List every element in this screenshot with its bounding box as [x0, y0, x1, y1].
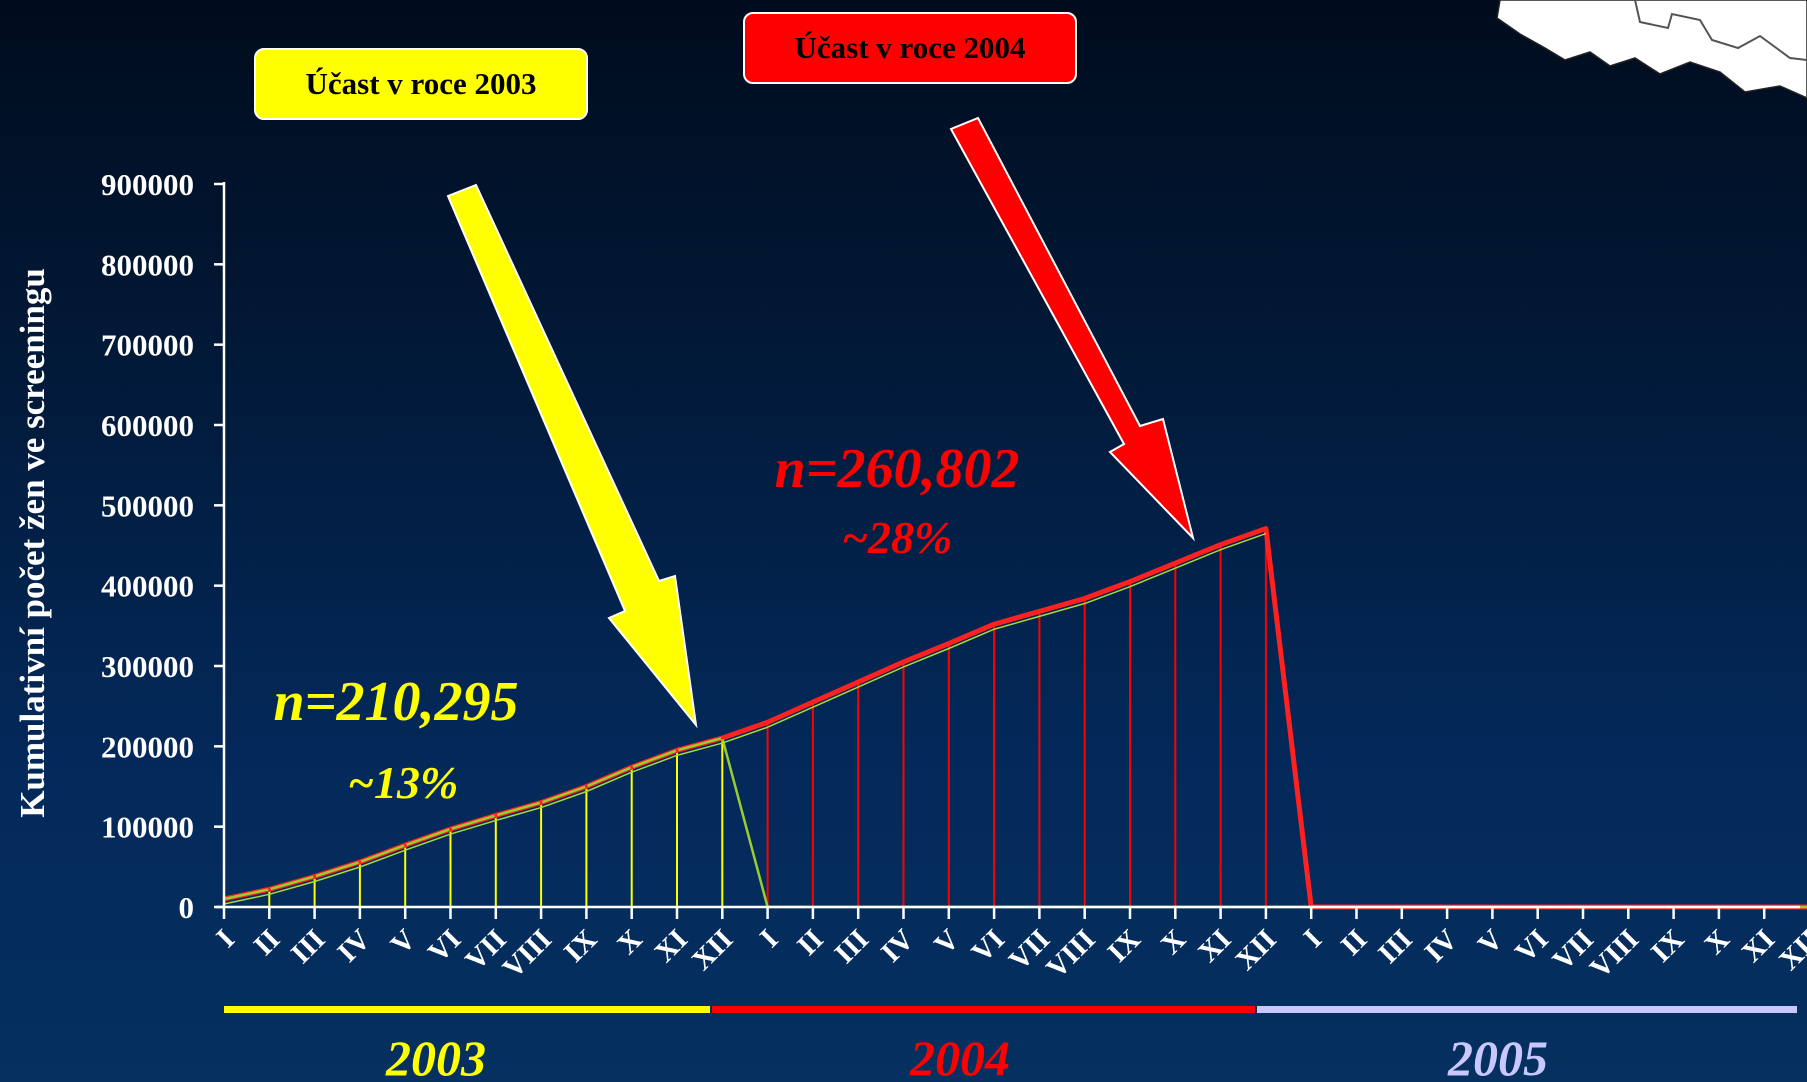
x-tick-label-32: IX	[1645, 923, 1690, 968]
y-axis-title: Kumulativní počet žen ve screeningu	[13, 268, 52, 818]
data-point-2	[313, 874, 317, 878]
x-tick-label-9: X	[611, 923, 648, 960]
annotation-n-2004: n=260,802	[774, 438, 1019, 500]
x-tick-label-0: I	[210, 923, 241, 954]
year-label-2003: 2003	[385, 1030, 486, 1082]
x-tick-label-11: XII	[686, 923, 739, 976]
data-point-12	[766, 720, 770, 724]
y-tick-label-7: 700000	[101, 328, 194, 363]
data-point-8	[584, 785, 588, 788]
data-point-22	[1219, 543, 1223, 547]
arrow-2004-icon	[949, 116, 1195, 542]
arrow-2003-icon	[446, 183, 698, 729]
y-tick-label-8: 800000	[101, 247, 194, 282]
data-point-1	[267, 887, 271, 891]
year-label-2004: 2004	[909, 1030, 1010, 1082]
x-tick-label-19: VIII	[1040, 923, 1101, 984]
year-bar-2004	[712, 1006, 1255, 1013]
x-tick-label-5: VI	[422, 923, 467, 968]
x-tick-label-29: VI	[1509, 923, 1554, 968]
x-tick-label-2: III	[285, 923, 332, 970]
annotation-pct-2004: ~28%	[842, 512, 953, 563]
x-tick-label-35: XII	[1773, 923, 1807, 976]
data-point-9	[630, 765, 634, 769]
x-tick-label-34: XI	[1736, 923, 1781, 968]
map-border-icon	[1634, 0, 1807, 61]
x-tick-label-21: X	[1155, 923, 1192, 960]
series-line-2004-inner	[223, 532, 1267, 905]
x-tick-label-8: IX	[558, 923, 603, 968]
data-point-18	[1037, 609, 1041, 613]
data-point-19	[1083, 597, 1087, 601]
y-tick-label-5: 500000	[101, 488, 194, 523]
data-point-20	[1128, 580, 1132, 584]
data-point-15	[902, 660, 905, 664]
x-tick-label-27: IV	[1419, 923, 1464, 968]
x-tick-label-16: V	[928, 923, 965, 960]
data-point-4	[403, 843, 407, 847]
x-tick-label-10: XI	[649, 923, 694, 968]
data-point-11	[720, 736, 724, 740]
year-bar-2003	[224, 1006, 710, 1013]
y-tick-label-9: 900000	[101, 167, 194, 202]
x-tick-label-24: I	[1298, 923, 1329, 954]
y-tick-label-2: 200000	[101, 729, 194, 764]
data-point-23	[1264, 527, 1268, 531]
callout-participation-2004: Účast v roce 2004	[743, 12, 1077, 84]
x-tick-label-14: III	[829, 923, 876, 970]
year-label-2005: 2005	[1447, 1030, 1548, 1082]
x-tick-label-28: V	[1472, 923, 1509, 960]
x-tick-label-1: II	[248, 923, 287, 962]
x-tick-label-17: VI	[966, 923, 1011, 968]
x-tick-label-31: VIII	[1584, 923, 1645, 984]
x-tick-label-7: VIII	[497, 923, 558, 984]
x-tick-label-20: IX	[1102, 923, 1147, 968]
y-tick-label-1: 100000	[101, 810, 194, 845]
x-tick-label-15: IV	[875, 923, 920, 968]
x-tick-label-26: III	[1372, 923, 1419, 970]
y-tick-label-4: 400000	[101, 569, 194, 604]
data-point-5	[449, 827, 452, 831]
callout-participation-2003: Účast v roce 2003	[254, 48, 588, 120]
year-bar-2005	[1257, 1006, 1797, 1013]
y-tick-label-6: 600000	[101, 408, 194, 443]
x-tick-label-25: II	[1335, 923, 1374, 962]
x-tick-label-22: XI	[1192, 923, 1237, 968]
x-tick-label-13: II	[791, 923, 830, 962]
y-tick-label-0: 0	[179, 890, 195, 925]
y-tick-label-3: 300000	[101, 649, 194, 684]
map-outline-icon	[1496, 0, 1807, 99]
annotation-pct-2003: ~13%	[348, 757, 459, 808]
x-tick-label-23: XII	[1229, 923, 1282, 976]
series-line-2003	[223, 736, 1807, 909]
annotation-n-2003: n=210,295	[273, 671, 518, 733]
data-point-13	[811, 700, 815, 704]
x-tick-label-4: V	[385, 923, 422, 960]
data-point-14	[856, 680, 860, 684]
data-point-17	[992, 622, 996, 626]
data-point-16	[947, 642, 951, 646]
data-point-6	[494, 813, 498, 817]
data-point-7	[539, 801, 543, 805]
x-tick-label-3: IV	[331, 923, 376, 968]
data-point-21	[1173, 561, 1177, 565]
x-tick-label-33: X	[1698, 923, 1735, 960]
x-tick-label-12: I	[754, 923, 785, 954]
data-point-10	[675, 748, 679, 752]
data-point-3	[358, 860, 362, 864]
